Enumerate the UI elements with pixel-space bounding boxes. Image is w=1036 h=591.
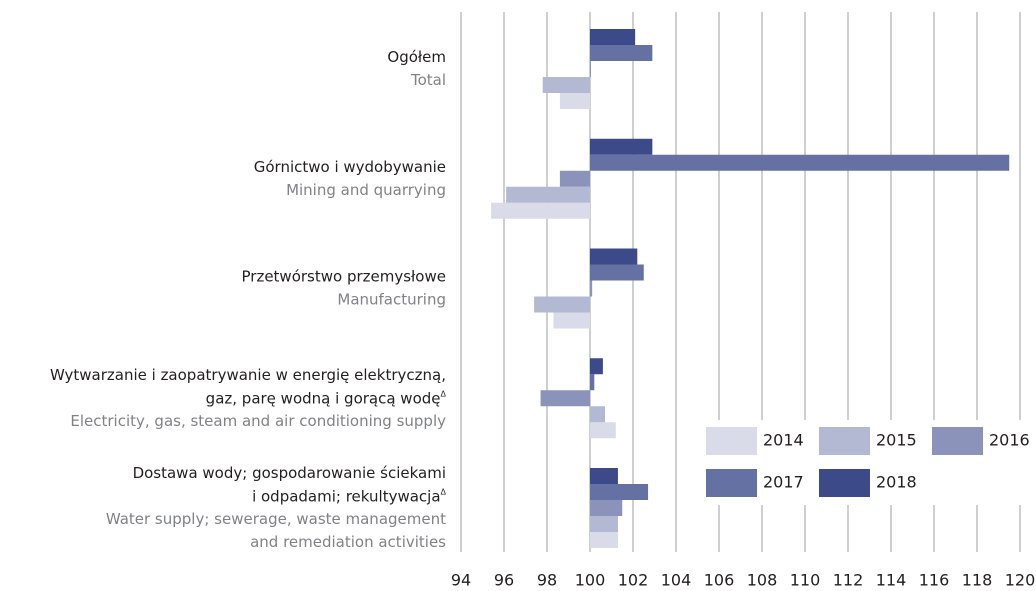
x-tick-label: 104 <box>661 571 692 590</box>
category-label: Electricity, gas, steam and air conditio… <box>70 412 446 430</box>
x-tick-label: 98 <box>537 571 557 590</box>
legend-swatch <box>932 427 983 455</box>
bar <box>590 500 623 516</box>
category-label: Total <box>410 71 446 89</box>
bar <box>590 358 603 375</box>
category-label: Wytwarzanie i zaopatrywanie w energię el… <box>50 366 446 384</box>
legend-swatch <box>706 427 757 455</box>
legend-label: 2015 <box>876 431 917 450</box>
category-label: Górnictwo i wydobywanie <box>254 158 446 176</box>
bar <box>590 138 653 155</box>
bar <box>590 374 595 391</box>
x-tick-label: 114 <box>876 571 907 590</box>
bar <box>590 406 606 423</box>
x-tick-label: 110 <box>790 571 821 590</box>
category-label: and remediation activities <box>250 533 446 551</box>
x-tick-label: 120 <box>1005 571 1036 590</box>
x-tick-label: 108 <box>747 571 778 590</box>
legend-swatch <box>819 427 870 455</box>
x-tick-label: 102 <box>618 571 649 590</box>
bar <box>491 202 590 219</box>
x-tick-label: 94 <box>451 571 471 590</box>
bar <box>590 484 649 500</box>
bar <box>590 516 618 532</box>
bar <box>540 390 590 407</box>
bar <box>590 45 653 61</box>
bar <box>506 186 590 203</box>
category-label: Manufacturing <box>337 291 446 309</box>
x-tick-label: 118 <box>962 571 993 590</box>
category-label: Dostawa wody; gospodarowanie ściekami <box>133 464 446 482</box>
category-label: Przetwórstwo przemysłowe <box>242 268 447 286</box>
x-tick-label: 112 <box>833 571 864 590</box>
x-tick-label: 106 <box>704 571 735 590</box>
category-label: Water supply; sewerage, waste management <box>106 510 446 528</box>
bar <box>590 154 1010 171</box>
legend-swatch <box>706 469 757 497</box>
x-tick-label: 100 <box>575 571 606 590</box>
bar <box>590 264 644 281</box>
x-tick-label: 116 <box>919 571 950 590</box>
legend-swatch <box>819 469 870 497</box>
bar <box>590 61 591 77</box>
bar <box>559 93 590 109</box>
category-label: Ogółem <box>387 48 446 66</box>
x-tick-label: 96 <box>494 571 514 590</box>
legend-label: 2016 <box>989 431 1030 450</box>
bar <box>542 77 590 93</box>
bar <box>559 170 590 187</box>
bar <box>590 468 618 484</box>
legend-label: 2017 <box>763 473 804 492</box>
bar <box>590 248 638 265</box>
bar <box>553 312 590 329</box>
category-label: i odpadami; rekultywacjaΔ <box>252 487 446 505</box>
bar <box>590 532 618 548</box>
category-label: gaz, parę wodną i gorącą wodęΔ <box>206 389 447 407</box>
bar <box>590 422 616 439</box>
bar <box>590 29 636 45</box>
bar <box>590 280 593 297</box>
category-label: Mining and quarrying <box>286 181 446 199</box>
bar <box>534 296 590 313</box>
legend-label: 2018 <box>876 473 917 492</box>
legend-label: 2014 <box>763 431 804 450</box>
